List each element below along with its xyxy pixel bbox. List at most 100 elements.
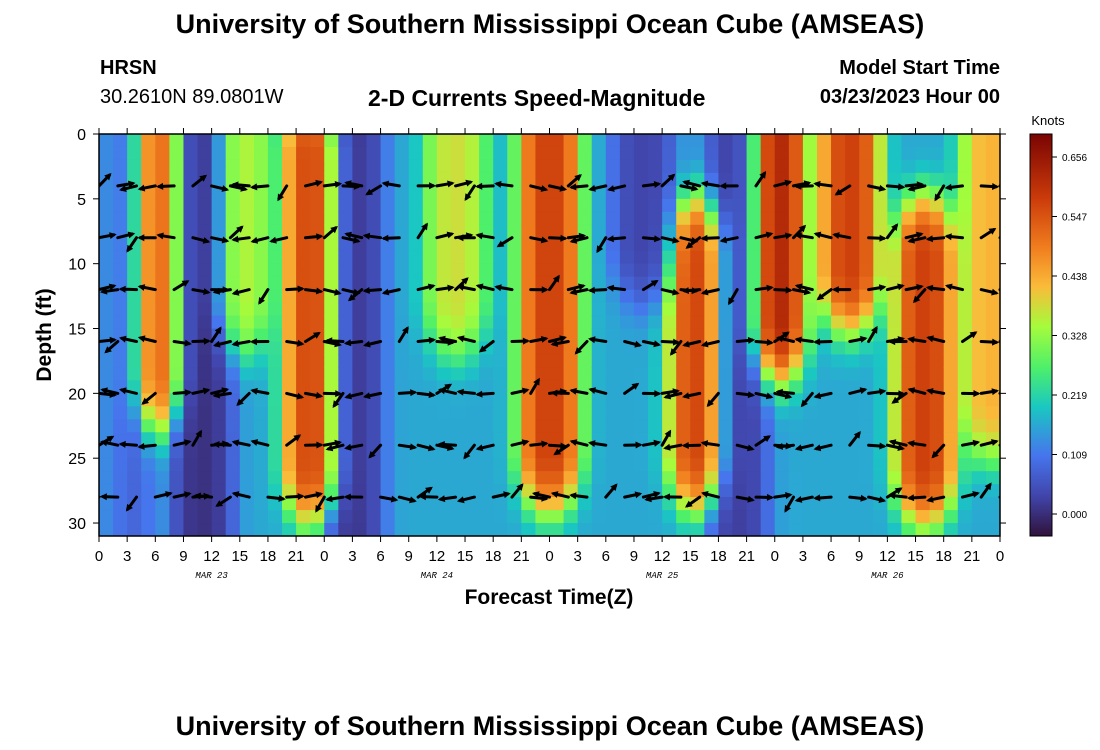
heatmap-cell xyxy=(577,263,593,278)
heatmap-cell xyxy=(957,341,973,356)
heatmap-cell xyxy=(676,263,691,278)
current-vector-head xyxy=(945,283,953,291)
current-vector-head xyxy=(859,387,868,395)
heatmap-cell xyxy=(352,393,368,407)
heatmap-cell xyxy=(183,302,199,317)
heatmap-cell xyxy=(521,523,537,536)
current-vector-head xyxy=(184,491,192,499)
heatmap-cell xyxy=(690,341,705,356)
heatmap-cell xyxy=(704,406,720,420)
heatmap-cell xyxy=(352,354,368,369)
current-vector-head xyxy=(128,180,136,188)
current-vector-head xyxy=(634,491,643,499)
heatmap-cell xyxy=(732,510,748,524)
heatmap-cell xyxy=(493,185,508,200)
heatmap-cell xyxy=(493,523,508,536)
heatmap-cell xyxy=(887,510,903,524)
heatmap-cell xyxy=(380,159,396,174)
current-vector xyxy=(998,184,1000,188)
heatmap-cell xyxy=(422,146,438,161)
heatmap-cell xyxy=(169,159,185,174)
heatmap-cell xyxy=(479,419,494,433)
x-tick-label: 9 xyxy=(179,548,187,565)
current-vector-head xyxy=(832,232,840,239)
heatmap-cell xyxy=(859,146,874,161)
heatmap-cell xyxy=(831,354,846,369)
current-vector-head xyxy=(119,387,127,395)
heatmap-cell xyxy=(859,224,874,239)
current-vector-head xyxy=(888,492,896,500)
x-tick-label: 0 xyxy=(771,548,779,565)
heatmap-cell xyxy=(690,510,705,524)
heatmap-cell xyxy=(296,289,311,304)
heatmap-cell xyxy=(662,523,677,536)
heatmap-cell xyxy=(619,302,635,317)
heatmap-cell xyxy=(310,354,325,369)
heatmap-cell xyxy=(408,237,424,252)
heatmap-cell xyxy=(943,393,959,407)
heatmap-cell xyxy=(563,354,579,369)
heatmap-cell xyxy=(802,237,818,252)
current-vector-head xyxy=(879,388,887,396)
heatmap-cell xyxy=(929,315,945,330)
heatmap-cell xyxy=(366,458,382,472)
heatmap-cell xyxy=(746,237,762,252)
heatmap-cell xyxy=(633,146,649,161)
heatmap-cell xyxy=(929,484,945,498)
heatmap-cell xyxy=(591,250,607,265)
heatmap-cell xyxy=(169,458,185,472)
heatmap-cell xyxy=(859,458,874,472)
heatmap-cell xyxy=(324,523,339,536)
current-vector-head xyxy=(540,185,549,192)
current-vector-head xyxy=(988,228,997,235)
heatmap-cell xyxy=(887,315,903,330)
heatmap-cell xyxy=(577,406,593,420)
current-vector-head xyxy=(258,297,265,305)
heatmap-cell xyxy=(450,458,466,472)
heatmap-cell xyxy=(802,367,818,381)
heatmap-cell xyxy=(211,419,227,433)
current-vector-head xyxy=(456,388,464,396)
heatmap-cell xyxy=(633,276,649,291)
heatmap-cell xyxy=(845,146,860,161)
heatmap-cell xyxy=(915,185,931,200)
heatmap-cell xyxy=(422,393,438,407)
heatmap-cell xyxy=(845,134,860,148)
heatmap-cell xyxy=(282,315,297,330)
heatmap-cell xyxy=(957,302,973,317)
heatmap-cell xyxy=(183,445,199,459)
heatmap-cell xyxy=(577,354,593,369)
heatmap-cell xyxy=(535,263,551,278)
current-vector-head xyxy=(184,439,192,447)
heatmap-cell xyxy=(408,263,424,278)
heatmap-cell xyxy=(380,419,396,433)
heatmap-cell xyxy=(408,328,424,343)
heatmap-cell xyxy=(605,523,621,536)
heatmap-cell xyxy=(535,315,551,330)
heatmap-cell xyxy=(859,367,874,381)
heatmap-cell xyxy=(929,134,945,148)
heatmap-cell xyxy=(282,354,297,369)
heatmap-cell xyxy=(802,211,818,226)
current-vector-head xyxy=(794,336,802,344)
heatmap-cell xyxy=(282,419,297,433)
current-vector-head xyxy=(860,335,868,343)
current-vector-head xyxy=(785,232,793,240)
heatmap-cell xyxy=(338,471,354,485)
current-vector-head xyxy=(894,487,903,495)
current-vector-head xyxy=(813,494,821,502)
heatmap-cell xyxy=(957,134,973,148)
heatmap-cell xyxy=(591,211,607,226)
heatmap-cell xyxy=(211,159,227,174)
heatmap-cell xyxy=(211,523,227,536)
x-tick-label: 0 xyxy=(95,548,103,565)
heatmap-cell xyxy=(746,510,762,524)
heatmap-cell xyxy=(155,263,170,278)
current-vector-head xyxy=(991,439,999,446)
heatmap-cell xyxy=(577,523,593,536)
y-tick-label: 5 xyxy=(77,192,86,209)
heatmap-cell xyxy=(479,328,494,343)
heatmap-cell xyxy=(845,315,860,330)
heatmap-cell xyxy=(788,432,804,446)
heatmap-cell xyxy=(676,419,691,433)
